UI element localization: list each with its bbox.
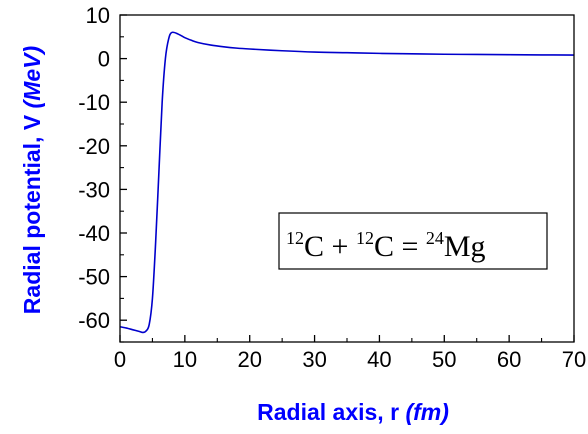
annotation-superscript: 24: [426, 228, 444, 248]
y-axis-title-unit: (MeV): [19, 46, 45, 109]
y-tick-label: -20: [78, 134, 110, 159]
x-tick-label: 10: [173, 347, 197, 372]
x-axis-title: Radial axis, r (fm): [257, 399, 449, 425]
y-tick-label: -60: [78, 308, 110, 333]
x-axis-title-text: Radial axis, r: [257, 399, 405, 425]
annotation-text-part: C +: [304, 230, 356, 263]
y-tick-label: -10: [78, 90, 110, 115]
x-tick-label: 30: [302, 347, 326, 372]
annotation-superscript: 12: [356, 228, 374, 248]
y-tick-label: 10: [86, 3, 110, 28]
x-tick-label: 60: [497, 347, 521, 372]
x-tick-label: 70: [562, 347, 586, 372]
y-tick-label: -50: [78, 265, 110, 290]
y-axis-title: Radial potential, V (MeV): [19, 46, 45, 314]
annotation-frame: [278, 212, 548, 270]
y-axis-title-text: Radial potential, V: [19, 108, 45, 314]
annotation-text-part: Mg: [444, 230, 486, 263]
plot-frame: [119, 14, 575, 343]
x-tick-label: 0: [114, 347, 126, 372]
annotation-superscript: 12: [286, 228, 304, 248]
annotation-label: 12C + 12C = 24Mg: [286, 228, 486, 263]
series-line: [119, 31, 575, 334]
annotation-box: 12C + 12C = 24Mg: [278, 212, 548, 270]
x-tick-label: 50: [432, 347, 456, 372]
x-tick-label: 40: [367, 347, 391, 372]
x-tick-label: 20: [237, 347, 261, 372]
x-axis-title-unit: (fm): [405, 399, 448, 425]
y-tick-label: -40: [78, 221, 110, 246]
y-tick-label: -30: [78, 177, 110, 202]
annotation-text-part: C =: [374, 230, 426, 263]
ticks-layer: 0 10 20 30 40 50 60 70 10 0 -10 -20 -30 -40 -50 -60: [78, 3, 586, 372]
y-tick-label: 0: [98, 47, 110, 72]
